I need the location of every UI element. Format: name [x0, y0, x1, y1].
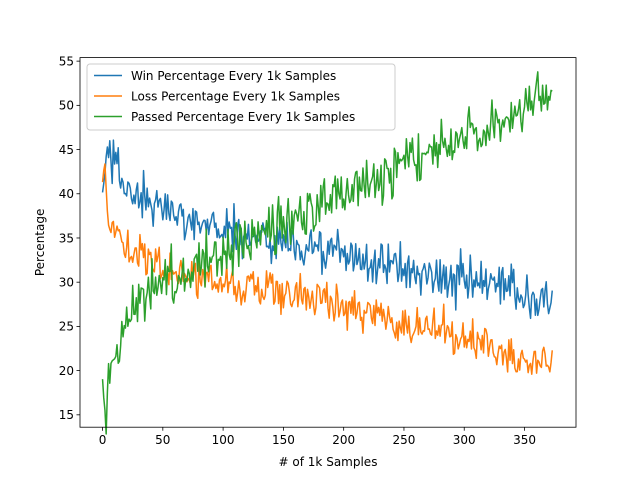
plot-frame: [79, 57, 577, 428]
y-tick-label: 45: [59, 143, 74, 157]
plot-lines: [101, 71, 553, 435]
y-tick-label: 50: [59, 99, 74, 113]
y-axis-label: Percentage: [33, 209, 47, 277]
x-tick-label: 250: [393, 433, 416, 447]
y-tick-label: 55: [59, 54, 74, 68]
y-tick-label: 40: [59, 187, 74, 201]
y-tick-label: 15: [59, 408, 74, 422]
y-tick-label: 20: [59, 364, 74, 378]
x-tick-label: 350: [513, 433, 536, 447]
x-axis-ticks: 0 50 100 150 200 250 300 350: [99, 427, 536, 447]
y-tick-label: 30: [59, 275, 74, 289]
y-tick-label: 25: [59, 320, 74, 334]
x-axis-label: # of 1k Samples: [279, 455, 378, 469]
legend-box: [86, 63, 396, 131]
series-line-3: [101, 71, 553, 435]
legend: Win Percentage Every 1k Samples Loss Perc…: [86, 63, 396, 131]
legend-entry-label: Loss Percentage Every 1k Samples: [131, 89, 340, 103]
x-tick-label: 150: [272, 433, 295, 447]
x-tick-label: 300: [453, 433, 476, 447]
x-tick-label: 0: [99, 433, 107, 447]
x-tick-label: 100: [212, 433, 235, 447]
legend-entry-label: Win Percentage Every 1k Samples: [131, 69, 336, 83]
y-tick-label: 35: [59, 231, 74, 245]
y-axis-ticks: 15 20 25 30 35 40 45 50 55: [59, 54, 80, 422]
x-tick-label: 200: [332, 433, 355, 447]
x-tick-label: 50: [155, 433, 170, 447]
legend-entry-label: Passed Percentage Every 1k Samples: [131, 110, 355, 124]
series-line-1: [101, 139, 553, 320]
